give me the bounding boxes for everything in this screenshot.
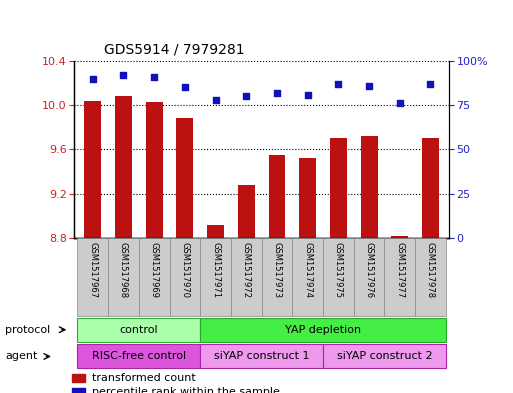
Bar xyxy=(330,138,347,238)
Text: YAP depletion: YAP depletion xyxy=(285,325,361,335)
FancyBboxPatch shape xyxy=(323,238,354,316)
Point xyxy=(89,75,97,82)
FancyBboxPatch shape xyxy=(200,318,446,342)
FancyBboxPatch shape xyxy=(354,238,384,316)
FancyBboxPatch shape xyxy=(77,318,200,342)
FancyBboxPatch shape xyxy=(262,238,292,316)
FancyBboxPatch shape xyxy=(77,344,200,369)
Text: GSM1517972: GSM1517972 xyxy=(242,242,251,298)
Bar xyxy=(207,224,224,238)
Bar xyxy=(238,185,255,238)
Text: GDS5914 / 7979281: GDS5914 / 7979281 xyxy=(104,43,245,57)
Point xyxy=(150,74,159,80)
Text: percentile rank within the sample: percentile rank within the sample xyxy=(92,387,280,393)
Point xyxy=(120,72,128,78)
Text: GSM1517967: GSM1517967 xyxy=(88,242,97,298)
Text: control: control xyxy=(120,325,158,335)
Bar xyxy=(176,118,193,238)
Bar xyxy=(361,136,378,238)
Text: GSM1517971: GSM1517971 xyxy=(211,242,220,298)
Bar xyxy=(84,101,101,238)
FancyBboxPatch shape xyxy=(323,344,446,369)
FancyBboxPatch shape xyxy=(77,238,108,316)
Bar xyxy=(115,96,132,238)
Point xyxy=(396,100,404,107)
FancyBboxPatch shape xyxy=(169,238,200,316)
Text: RISC-free control: RISC-free control xyxy=(92,351,186,362)
Point xyxy=(242,93,250,99)
Bar xyxy=(72,388,85,393)
Point xyxy=(334,81,343,87)
Text: GSM1517976: GSM1517976 xyxy=(365,242,373,298)
Point xyxy=(211,97,220,103)
Text: GSM1517974: GSM1517974 xyxy=(303,242,312,298)
Text: siYAP construct 1: siYAP construct 1 xyxy=(214,351,309,362)
Text: GSM1517977: GSM1517977 xyxy=(395,242,404,298)
FancyBboxPatch shape xyxy=(200,238,231,316)
Text: GSM1517970: GSM1517970 xyxy=(181,242,189,298)
Point xyxy=(365,83,373,89)
Bar xyxy=(268,155,285,238)
FancyBboxPatch shape xyxy=(415,238,446,316)
Text: GSM1517978: GSM1517978 xyxy=(426,242,435,298)
Point xyxy=(426,81,435,87)
Text: siYAP construct 2: siYAP construct 2 xyxy=(337,351,432,362)
Bar xyxy=(391,235,408,238)
FancyBboxPatch shape xyxy=(108,238,139,316)
FancyBboxPatch shape xyxy=(200,344,323,369)
Bar xyxy=(72,374,85,382)
FancyBboxPatch shape xyxy=(231,238,262,316)
Point xyxy=(181,84,189,90)
FancyBboxPatch shape xyxy=(384,238,415,316)
Text: transformed count: transformed count xyxy=(92,373,196,383)
Bar xyxy=(146,102,163,238)
Bar xyxy=(422,138,439,238)
Text: protocol: protocol xyxy=(5,325,50,335)
Text: GSM1517973: GSM1517973 xyxy=(272,242,282,298)
Bar xyxy=(299,158,316,238)
Text: GSM1517975: GSM1517975 xyxy=(334,242,343,298)
Text: GSM1517969: GSM1517969 xyxy=(150,242,159,298)
Point xyxy=(304,91,312,97)
Text: agent: agent xyxy=(5,351,37,362)
FancyBboxPatch shape xyxy=(139,238,169,316)
FancyBboxPatch shape xyxy=(292,238,323,316)
Point xyxy=(273,90,281,96)
Text: GSM1517968: GSM1517968 xyxy=(119,242,128,298)
